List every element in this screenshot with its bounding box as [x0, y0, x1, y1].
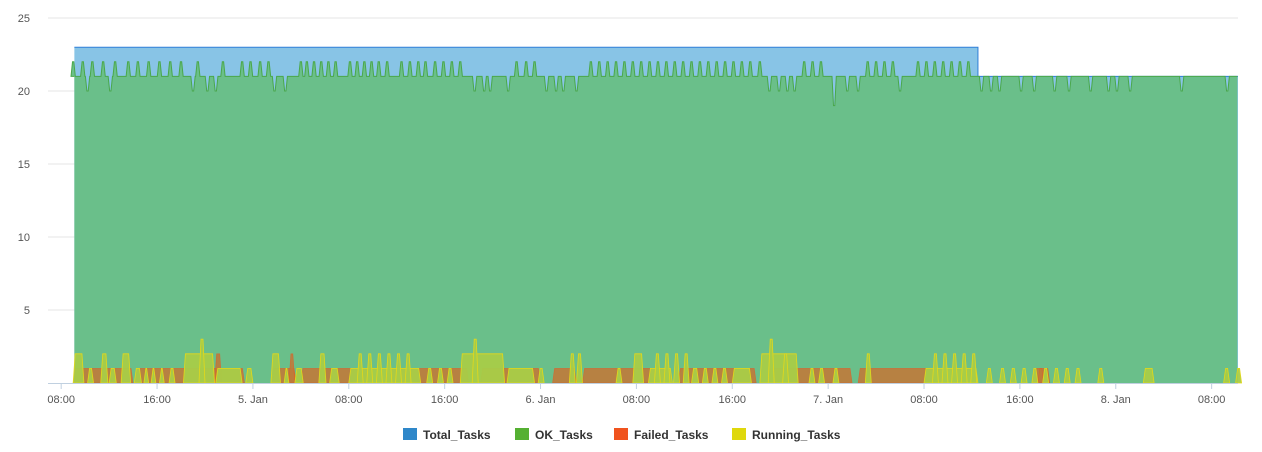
- x-tick-label: 16:00: [143, 394, 171, 406]
- series-area-running-tasks: [72, 353, 85, 384]
- x-tick-label: 08:00: [623, 394, 651, 406]
- series-area-running-tasks: [270, 353, 281, 384]
- x-tick-label: 7. Jan: [813, 394, 843, 406]
- series-area-running-tasks: [506, 368, 536, 384]
- legend-label: Failed_Tasks: [634, 428, 709, 442]
- series-line-ok-tasks: [70, 61, 1238, 107]
- series-area-running-tasks: [731, 368, 752, 384]
- x-tick-label: 6. Jan: [526, 394, 556, 406]
- series-area-running-tasks: [1142, 368, 1155, 384]
- series-area-ok-tasks: [71, 61, 1238, 384]
- series-areas: [70, 46, 1243, 384]
- x-tick-label: 5. Jan: [238, 394, 268, 406]
- series-area-running-tasks: [120, 353, 132, 384]
- y-tick-label: 10: [18, 232, 30, 244]
- legend-swatch: [732, 428, 746, 440]
- y-tick-label: 25: [18, 13, 30, 25]
- x-tick-label: 08:00: [335, 394, 363, 406]
- y-tick-label: 5: [24, 305, 30, 317]
- legend-swatch: [614, 428, 628, 440]
- x-tick-label: 08:00: [910, 394, 938, 406]
- x-tick-label: 08:00: [47, 394, 75, 406]
- legend-label: OK_Tasks: [535, 428, 593, 442]
- x-tick-label: 16:00: [431, 394, 459, 406]
- legend-swatch: [403, 428, 417, 440]
- series-area-running-tasks: [632, 353, 645, 384]
- legend-label: Total_Tasks: [423, 428, 491, 442]
- legend-label: Running_Tasks: [752, 428, 841, 442]
- series-line-total-tasks: [74, 46, 1238, 77]
- series-area-running-tasks: [1235, 368, 1243, 384]
- series-area-running-tasks: [759, 353, 799, 384]
- series-area-running-tasks: [459, 353, 506, 384]
- x-tick-label: 16:00: [719, 394, 747, 406]
- series-area-running-tasks: [329, 368, 340, 384]
- legend: Total_Tasks OK_Tasks Failed_Tasks Running_T…: [403, 428, 841, 442]
- series-area-running-tasks: [215, 368, 243, 384]
- y-tick-label: 20: [18, 86, 30, 98]
- axes: 5 10 15 20 25 08:00 16:00 5. Jan 08:00 16:00 6. Ja…: [18, 13, 1238, 406]
- y-tick-label: 15: [18, 159, 30, 171]
- legend-swatch: [515, 428, 529, 440]
- x-tick-label: 16:00: [1006, 394, 1034, 406]
- x-tick-label: 08:00: [1198, 394, 1226, 406]
- x-tick-label: 8. Jan: [1101, 394, 1131, 406]
- series-area-running-tasks: [923, 368, 979, 384]
